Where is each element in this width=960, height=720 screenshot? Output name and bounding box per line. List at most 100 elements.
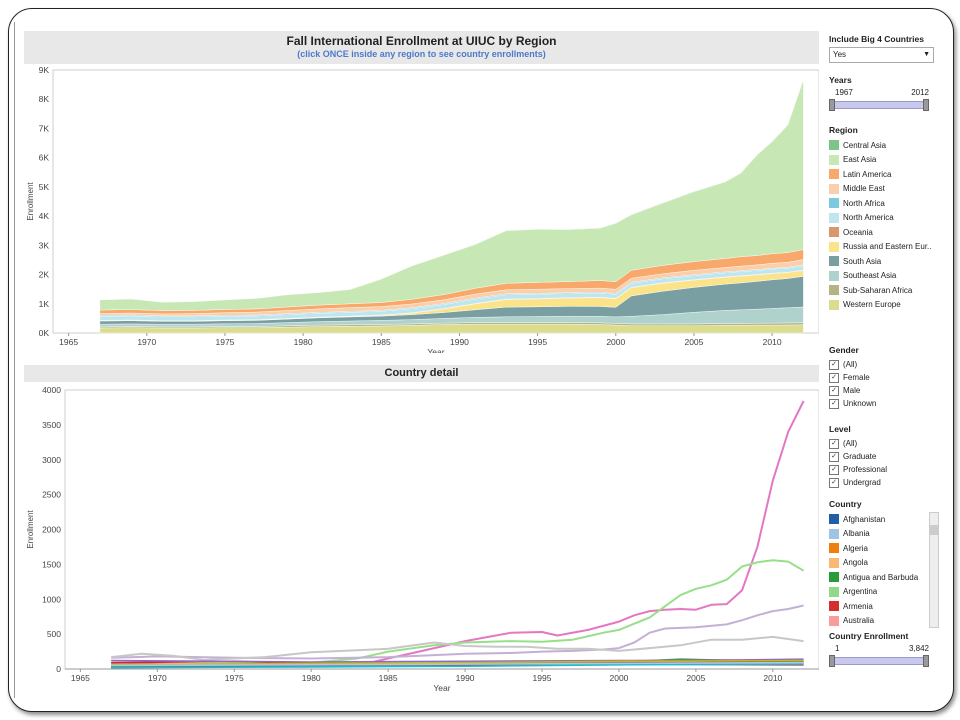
region-legend-item-north-africa[interactable]: North Africa <box>829 196 939 211</box>
legend-label: North Africa <box>843 198 885 208</box>
x-tick-label: 1995 <box>533 673 552 683</box>
country-line-8[interactable] <box>111 658 804 663</box>
gender-option-female[interactable]: ✓ Female <box>829 371 939 384</box>
legend-swatch <box>829 299 839 310</box>
region-chart-subtitle: (click ONCE inside any region to see cou… <box>297 49 546 59</box>
enroll-slider-track[interactable] <box>829 657 929 665</box>
gender-option-all[interactable]: ✓ (All) <box>829 358 939 371</box>
x-tick-label: 1985 <box>372 337 391 347</box>
country-line-chart[interactable]: 0 500 1000 1500 2000 2500 3000 3500 4000 1965 1970… <box>24 382 820 695</box>
legend-label: Latin America <box>843 169 892 179</box>
x-tick-label: 1990 <box>456 673 475 683</box>
country-line-10[interactable] <box>111 659 804 666</box>
country-line-3[interactable] <box>111 635 804 661</box>
country-legend-scroll-thumb[interactable] <box>930 525 938 535</box>
y-tick-label: 2500 <box>42 490 61 500</box>
y-tick-label: 9K <box>39 65 50 75</box>
enroll-slider[interactable] <box>829 655 929 667</box>
checkbox-checked-icon[interactable]: ✓ <box>829 477 839 488</box>
checkbox-checked-icon[interactable]: ✓ <box>829 398 839 409</box>
y-tick-label: 1000 <box>42 594 61 604</box>
x-tick-label: 2005 <box>684 337 703 347</box>
region-legend-label: Region <box>829 125 858 135</box>
legend-label: North America <box>843 213 894 223</box>
x-axis-label: Year <box>433 683 450 693</box>
country-legend-item-argentina[interactable]: Argentina <box>829 585 939 600</box>
region-legend-item-middle-east[interactable]: Middle East <box>829 182 939 197</box>
years-slider[interactable] <box>829 99 929 111</box>
years-slider-max-handle[interactable] <box>923 99 929 111</box>
legend-label: Algeria <box>843 543 868 553</box>
y-tick-label: 6K <box>39 153 50 163</box>
legend-label: Albania <box>843 529 870 539</box>
level-option-professional[interactable]: ✓ Professional <box>829 463 939 476</box>
region-legend-item-east-asia[interactable]: East Asia <box>829 153 939 168</box>
country-line-11[interactable] <box>111 663 804 669</box>
legend-label: Western Europe <box>843 300 901 310</box>
gender-option-unknown[interactable]: ✓ Unknown <box>829 397 939 410</box>
country-legend-item-antigua-and-barbuda[interactable]: Antigua and Barbuda <box>829 570 939 585</box>
y-tick-label: 0K <box>39 328 50 338</box>
legend-label: Oceania <box>843 227 873 237</box>
enroll-slider-min-handle[interactable] <box>829 655 835 667</box>
region-legend-item-latin-america[interactable]: Latin America <box>829 167 939 182</box>
legend-swatch <box>829 557 839 568</box>
level-option-all[interactable]: ✓ (All) <box>829 437 939 450</box>
legend-label: Afghanistan <box>843 514 886 524</box>
region-area-chart[interactable]: 0K 1K 2K 3K 4K 5K 6K 7K 8K 9K 1965 1970 1975 1980 1985… <box>24 64 820 357</box>
country-legend-item-armenia[interactable]: Armenia <box>829 599 939 614</box>
country-legend-item-australia[interactable]: Australia <box>829 614 939 629</box>
level-option-graduate[interactable]: ✓ Graduate <box>829 450 939 463</box>
region-legend-item-southeast-asia[interactable]: Southeast Asia <box>829 269 939 284</box>
level-option-undergrad[interactable]: ✓ Undergrad <box>829 476 939 489</box>
y-tick-label: 2000 <box>42 525 61 535</box>
years-min: 1967 <box>835 88 853 97</box>
enroll-max: 3,842 <box>908 644 929 653</box>
region-legend-item-russia-and-eastern-eur[interactable]: Russia and Eastern Eur.. <box>829 240 939 255</box>
checkbox-checked-icon[interactable]: ✓ <box>829 451 839 462</box>
years-slider-min-handle[interactable] <box>829 99 835 111</box>
country-legend-item-albania[interactable]: Albania <box>829 527 939 542</box>
country-legend-item-afghanistan[interactable]: Afghanistan <box>829 512 939 527</box>
y-tick-label: 3500 <box>42 420 61 430</box>
x-tick-label: 2000 <box>609 673 628 683</box>
legend-label: Armenia <box>843 601 873 611</box>
big4-dropdown[interactable]: Yes ▼ <box>829 47 934 63</box>
region-legend-item-south-asia[interactable]: South Asia <box>829 254 939 269</box>
y-tick-label: 1K <box>39 299 50 309</box>
country-legend-item-angola[interactable]: Angola <box>829 556 939 571</box>
area-central-asia[interactable] <box>99 79 804 303</box>
legend-label: Argentina <box>843 587 878 597</box>
legend-swatch <box>829 256 839 267</box>
legend-swatch <box>829 601 839 612</box>
chevron-down-icon[interactable]: ▼ <box>923 51 930 58</box>
region-legend-item-north-america[interactable]: North America <box>829 211 939 226</box>
country-line-12[interactable] <box>111 661 804 667</box>
checkbox-checked-icon[interactable]: ✓ <box>829 385 839 396</box>
checkbox-checked-icon[interactable]: ✓ <box>829 438 839 449</box>
country-chart-panel: Country detail 0 500 1000 1500 2000 2500 3000 3… <box>24 365 820 695</box>
checkbox-checked-icon[interactable]: ✓ <box>829 359 839 370</box>
legend-label: Australia <box>843 616 875 626</box>
left-border-line <box>14 22 15 698</box>
legend-swatch <box>829 572 839 583</box>
region-legend-item-western-europe[interactable]: Western Europe <box>829 298 939 313</box>
country-line-1[interactable] <box>111 559 805 666</box>
checkbox-checked-icon[interactable]: ✓ <box>829 464 839 475</box>
legend-label: Russia and Eastern Eur.. <box>843 242 932 252</box>
x-tick-label: 2010 <box>763 673 782 683</box>
region-legend-item-central-asia[interactable]: Central Asia <box>829 138 939 153</box>
checkbox-checked-icon[interactable]: ✓ <box>829 372 839 383</box>
legend-swatch <box>829 198 839 209</box>
gender-option-male[interactable]: ✓ Male <box>829 384 939 397</box>
years-slider-track[interactable] <box>829 101 929 109</box>
region-legend-item-sub-saharan-africa[interactable]: Sub-Saharan Africa <box>829 283 939 298</box>
legend-swatch <box>829 528 839 539</box>
country-legend: Afghanistan Albania Algeria Angola Antigua a… <box>829 512 939 628</box>
country-line-2[interactable] <box>111 604 804 660</box>
region-chart-panel: Fall International Enrollment at UIUC by… <box>24 31 820 357</box>
country-legend-item-algeria[interactable]: Algeria <box>829 541 939 556</box>
country-legend-scrollbar[interactable] <box>929 512 939 628</box>
region-legend-item-oceania[interactable]: Oceania <box>829 225 939 240</box>
enroll-slider-max-handle[interactable] <box>923 655 929 667</box>
